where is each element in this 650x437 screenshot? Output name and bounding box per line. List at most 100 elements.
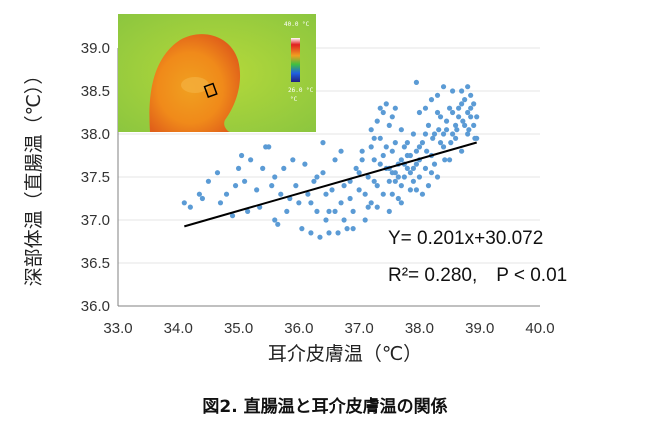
thermal-image-inset: 40.0 °C 26.0 °C °C [118,14,316,132]
data-point [347,195,353,202]
x-tick-label: 33.0 [103,320,132,337]
data-point [338,200,344,206]
data-point [449,131,456,137]
data-point [302,161,308,167]
data-point [419,140,426,146]
figure-caption: 図2. 直腸温と耳介皮膚温の関係 [202,396,447,417]
data-point [398,157,404,163]
data-point [468,105,474,111]
data-point [377,161,383,167]
data-point [272,217,278,223]
data-point [281,165,287,171]
data-point [428,170,435,176]
data-point [471,122,477,128]
data-point [380,152,386,159]
regression-equation: Y= 0.201x+30.072 [388,228,543,249]
y-tick-label: 36.0 [81,298,110,315]
data-point [326,208,332,214]
x-tick-label: 35.0 [224,320,253,337]
data-point [392,140,398,146]
data-point [296,200,302,206]
y-tick-label: 39.0 [81,40,110,57]
data-point [468,92,474,98]
data-point [353,165,359,171]
data-point [404,165,410,171]
data-point [416,144,423,150]
data-point [471,101,477,107]
data-point [383,101,389,107]
data-point [329,187,335,193]
data-point [365,174,371,180]
data-point [254,187,260,193]
data-point [386,178,392,184]
data-point [453,122,459,128]
data-point [223,191,230,197]
scale-top-label: 40.0 °C [284,21,310,28]
scale-unit-label: °C [290,96,298,103]
data-point [235,165,242,171]
color-scale-bar [291,38,300,82]
data-point [395,174,401,180]
data-point [359,157,365,163]
data-point [465,109,471,116]
data-point [456,105,462,111]
data-point [350,226,356,232]
data-point [459,148,465,154]
data-point [448,140,454,146]
data-point [422,165,429,171]
x-tick-label: 39.0 [465,320,494,337]
data-point [308,200,314,206]
data-point [407,170,413,176]
data-point [443,127,450,133]
data-point [299,226,305,232]
data-point [242,178,248,184]
data-point [398,200,404,206]
data-point [380,191,386,197]
x-tick-label: 40.0 [525,320,554,337]
data-point [440,131,447,137]
data-point [465,84,471,90]
data-point [386,208,392,214]
data-point [326,230,332,236]
y-tick-label: 38.5 [81,83,110,100]
data-point [389,191,395,197]
data-point [401,174,407,180]
y-axis-label: 深部体温（直腸温（℃）） [23,66,45,287]
y-tick-label: 37.5 [81,169,110,186]
data-point [474,114,480,120]
data-point [416,174,423,180]
data-point [465,131,471,137]
data-point [410,178,416,184]
data-point [442,157,448,163]
data-point [260,165,266,171]
data-point [424,148,430,154]
data-point [365,204,371,210]
data-point [374,204,380,210]
data-point [181,200,187,206]
x-axis-ticks: 33.0 34.0 35.0 36.0 37.0 38.0 39.0 40.0 [103,320,554,337]
data-point [460,118,466,124]
y-axis-ticks: 36.0 36.5 37.0 37.5 38.0 38.5 39.0 [81,40,110,315]
data-point [472,135,478,141]
data-point [434,109,441,116]
data-point [413,79,420,85]
data-point [468,114,474,120]
data-point [425,122,432,128]
x-tick-label: 36.0 [284,320,313,337]
data-point [446,105,453,111]
data-point [398,127,404,133]
x-tick-label: 34.0 [164,320,193,337]
data-point [290,157,296,163]
data-point [395,195,401,202]
data-point [453,135,459,141]
data-point [459,101,465,107]
data-point [389,114,395,120]
data-point [374,183,380,189]
data-point [248,157,254,163]
data-point [459,88,465,94]
data-point [245,208,251,214]
data-point [269,183,275,189]
data-point [232,183,239,189]
data-point [278,191,284,197]
